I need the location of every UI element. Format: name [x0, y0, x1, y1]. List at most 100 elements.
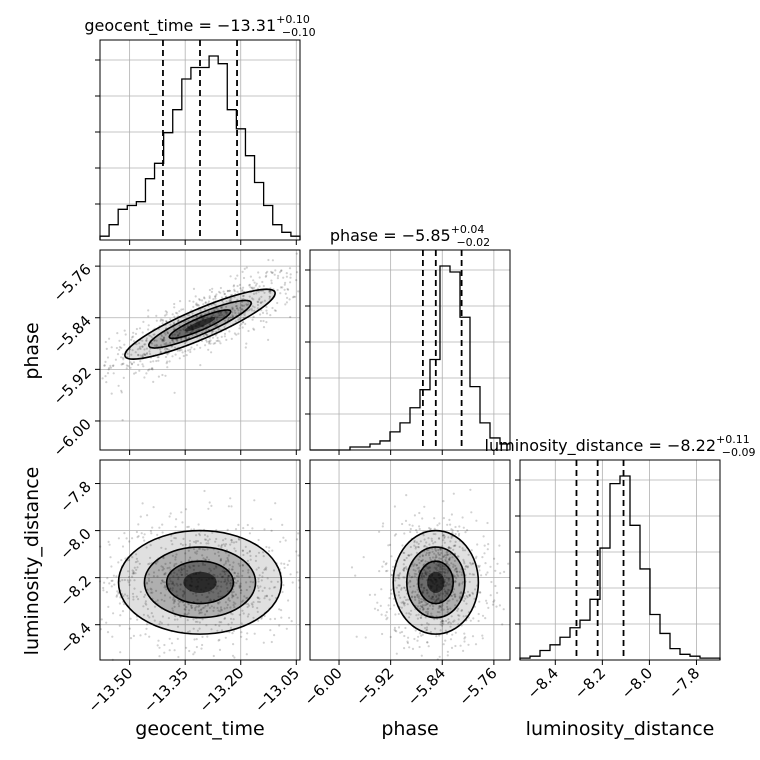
sample-point	[424, 627, 427, 630]
sample-point	[137, 354, 140, 357]
sample-point	[132, 595, 135, 598]
sample-point	[182, 590, 185, 593]
sample-point	[295, 279, 298, 282]
sample-point	[417, 558, 420, 561]
sample-point	[477, 612, 480, 616]
sample-point	[177, 599, 180, 602]
sample-point	[431, 595, 434, 598]
sample-point	[238, 283, 241, 286]
sample-point	[458, 570, 461, 574]
sample-point	[159, 344, 163, 347]
sample-point	[206, 548, 209, 551]
sample-point	[386, 569, 389, 572]
sample-point	[210, 605, 213, 608]
sample-point	[394, 533, 398, 536]
sample-point	[268, 289, 271, 292]
sample-point	[230, 541, 233, 544]
sample-point	[380, 613, 383, 616]
sample-point	[240, 322, 243, 326]
sample-point	[129, 617, 132, 620]
sample-point	[181, 351, 184, 354]
sample-point	[143, 376, 146, 379]
sample-point	[102, 586, 105, 590]
sample-point	[173, 346, 177, 349]
sample-point	[248, 532, 251, 535]
sample-point	[455, 577, 458, 580]
sample-point	[196, 620, 199, 623]
sample-point	[203, 533, 207, 537]
ylabel-phase: phase	[21, 322, 43, 379]
sample-point	[166, 360, 169, 363]
sample-point	[165, 313, 168, 316]
sample-point	[212, 654, 215, 658]
sample-point	[443, 574, 446, 578]
sample-point	[103, 364, 106, 367]
sample-point	[190, 606, 193, 609]
sample-point	[128, 627, 131, 630]
sample-point	[458, 525, 461, 528]
sample-point	[440, 620, 444, 623]
sample-point	[418, 607, 422, 610]
sample-point	[395, 630, 398, 633]
sample-point	[233, 332, 236, 335]
sample-point	[203, 538, 207, 541]
sample-point	[189, 556, 192, 559]
sample-point	[121, 610, 125, 613]
sample-point	[202, 303, 205, 306]
sample-point	[161, 569, 164, 572]
sample-point	[224, 311, 227, 314]
sample-point	[142, 320, 145, 323]
sample-point	[214, 565, 218, 568]
sample-point	[454, 580, 457, 583]
sample-point	[120, 346, 123, 349]
sample-point	[172, 596, 175, 599]
sample-point	[425, 628, 429, 631]
sample-point	[469, 561, 472, 565]
sample-point	[442, 592, 445, 595]
sample-point	[382, 560, 385, 563]
sample-point	[424, 571, 427, 574]
sample-point	[447, 618, 450, 621]
sample-point	[159, 592, 162, 595]
sample-point	[431, 550, 434, 553]
sample-point	[170, 338, 174, 341]
sample-point	[231, 314, 234, 317]
sample-point	[466, 529, 469, 532]
sample-point	[221, 570, 224, 573]
panel-geocent_time-luminosity_distance: −13.50 −13.35 −13.20 −13.05−8.4−8.2−8.0−7.8	[56, 459, 303, 716]
sample-point	[264, 275, 267, 278]
sample-point	[231, 311, 234, 314]
sample-point	[447, 622, 450, 625]
sample-point	[257, 586, 260, 590]
sample-point	[450, 528, 453, 531]
sample-point	[183, 342, 187, 345]
sample-point	[205, 610, 208, 613]
sample-point	[477, 566, 481, 569]
sample-point	[150, 532, 153, 535]
sample-point	[446, 605, 449, 609]
sample-point	[161, 322, 164, 325]
sample-point	[147, 315, 150, 318]
sample-point	[422, 591, 425, 594]
sample-point	[163, 594, 167, 597]
sample-point	[230, 621, 233, 624]
sample-point	[161, 523, 164, 526]
sample-point	[288, 267, 292, 270]
sample-point	[126, 579, 129, 582]
sample-point	[418, 555, 421, 558]
sample-point	[297, 579, 300, 582]
sample-point	[288, 559, 291, 563]
sample-point	[475, 555, 478, 558]
sample-point	[443, 534, 446, 537]
sample-point	[214, 342, 217, 345]
sample-point	[134, 371, 137, 374]
sample-point	[441, 598, 444, 602]
sample-point	[216, 606, 219, 610]
sample-point	[485, 599, 488, 602]
sample-point	[246, 603, 250, 606]
sample-point	[240, 308, 243, 311]
sample-point	[415, 541, 418, 544]
sample-point	[203, 548, 206, 551]
sample-point	[217, 602, 220, 605]
sample-point	[113, 583, 116, 586]
